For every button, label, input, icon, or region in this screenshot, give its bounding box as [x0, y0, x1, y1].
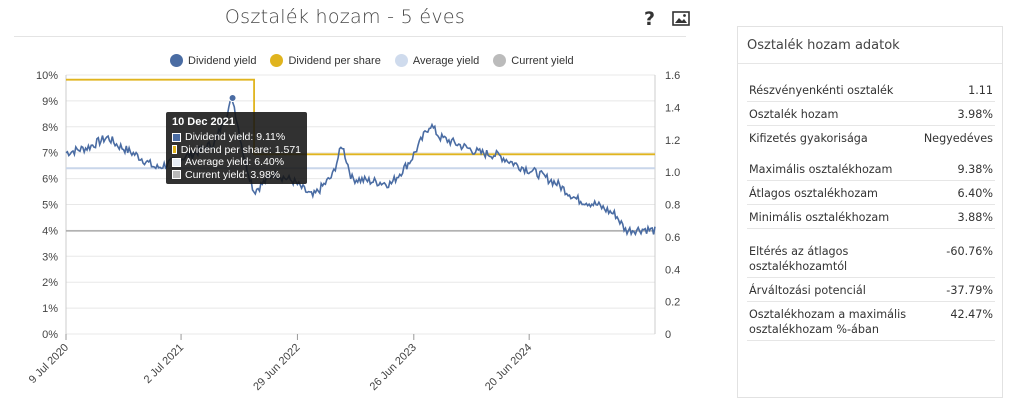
- info-row: Minimális osztalékhozam 3.88%: [747, 205, 995, 229]
- y-left-tick-label: 3%: [42, 251, 58, 263]
- tooltip-text: Dividend yield: 9.11%: [185, 131, 286, 143]
- tooltip-row: Dividend per share: 1.571: [172, 144, 301, 157]
- info-value: 3.98%: [957, 108, 993, 121]
- legend-item-dividend-per-share[interactable]: Dividend per share: [270, 54, 381, 67]
- x-tick-label: 20 Jun 2024: [483, 342, 534, 393]
- y-left-tick-label: 6%: [42, 174, 58, 186]
- tooltip-row: Current yield: 3.98%: [172, 169, 301, 182]
- chart-divider: [14, 36, 686, 37]
- info-group-potential: Eltérés az átlagos osztalékhozamtól -60.7…: [747, 239, 995, 341]
- info-row: Osztalékhozam a maximális osztalékhozam …: [747, 302, 995, 341]
- info-row: Eltérés az átlagos osztalékhozamtól -60.7…: [747, 239, 995, 278]
- tooltip-row: Average yield: 6.40%: [172, 156, 301, 169]
- tooltip-row: Dividend yield: 9.11%: [172, 131, 301, 144]
- y-left-tick-label: 5%: [42, 200, 58, 212]
- legend-label: Dividend per share: [288, 54, 381, 67]
- x-tick-label: 2 Jul 2021: [142, 342, 186, 386]
- tooltip-text: Dividend per share: 1.571: [180, 143, 301, 156]
- legend-dot: [394, 54, 408, 67]
- info-value: 3.88%: [957, 211, 993, 224]
- info-value: 6.40%: [957, 187, 993, 200]
- info-value: 9.38%: [957, 163, 993, 176]
- y-right-tick-label: 0.4: [665, 264, 680, 276]
- info-row: Kifizetés gyakorisága Negyedéves: [747, 126, 995, 149]
- legend-label: Average yield: [412, 54, 480, 67]
- y-right-tick-label: 1.2: [665, 135, 680, 147]
- info-label: Részvényenkénti osztalék: [749, 84, 894, 97]
- y-right-tick-label: 1.4: [665, 102, 680, 114]
- dividend-info-panel: Osztalék hozam adatok Részvényenkénti os…: [737, 26, 1003, 398]
- y-left-tick-label: 8%: [42, 122, 58, 134]
- info-row: Maximális osztalékhozam 9.38%: [747, 157, 995, 181]
- info-label: Osztalék hozam: [749, 108, 839, 121]
- legend-item-current-yield[interactable]: Current yield: [493, 54, 574, 67]
- y-left-tick-label: 0%: [42, 329, 58, 341]
- legend-dot: [493, 54, 507, 67]
- x-tick-label: 9 Jul 2020: [27, 342, 71, 386]
- y-right-tick-label: 0.8: [665, 200, 680, 212]
- info-label: Árváltozási potenciál: [749, 284, 866, 297]
- y-right-tick-label: 1.0: [665, 167, 680, 179]
- y-left-tick-label: 4%: [42, 225, 58, 237]
- info-label: Átlagos osztalékhozam: [749, 187, 878, 200]
- y-left-tick-label: 10%: [36, 70, 58, 82]
- info-label: Minimális osztalékhozam: [749, 211, 890, 224]
- dividend-per-share-line: [66, 78, 655, 156]
- info-label: Maximális osztalékhozam: [749, 163, 893, 176]
- y-right-tick-label: 0.6: [665, 232, 680, 244]
- y-left-tick-label: 2%: [42, 277, 58, 289]
- info-row: Árváltozási potenciál -37.79%: [747, 278, 995, 302]
- chart-tooltip: 10 Dec 2021 Dividend yield: 9.11% Divide…: [166, 112, 307, 184]
- legend-label: Current yield: [511, 54, 574, 67]
- info-label: Eltérés az átlagos osztalékhozamtól: [749, 245, 849, 273]
- dividend-yield-chart: 0% 1% 2% 3% 4% 5% 6% 7% 8% 9% 10% 0 0.2 0.4 0.6 0.8 1.0 1…: [27, 70, 681, 393]
- y-right-tick-label: 0.2: [665, 297, 680, 309]
- tooltip-swatch: [172, 170, 181, 180]
- chart-legend: Dividend yield Dividend per share Averag…: [170, 54, 574, 67]
- info-value: -60.76%: [946, 245, 993, 258]
- info-group-current: Részvényenkénti osztalék 1.11 Osztalék ho…: [747, 78, 995, 149]
- info-value: Negyedéves: [923, 132, 993, 145]
- legend-label: Dividend yield: [188, 54, 257, 67]
- question-mark-icon[interactable]: ?: [644, 8, 656, 30]
- info-label: Osztalékhozam a maximális osztalékhozam …: [749, 308, 907, 336]
- info-row: Osztalék hozam 3.98%: [747, 102, 995, 126]
- info-title: Osztalék hozam adatok: [747, 38, 900, 53]
- info-value: 1.11: [968, 84, 993, 97]
- chart-title: Osztalék hozam - 5 éves: [224, 6, 466, 28]
- info-row: Átlagos osztalékhozam 6.40%: [747, 181, 995, 205]
- x-tick-label: 26 Jun 2023: [368, 342, 419, 393]
- info-value: 42.47%: [950, 308, 993, 321]
- y-left-tick-label: 7%: [42, 148, 58, 160]
- x-tick-label: 29 Jun 2022: [251, 342, 302, 393]
- tooltip-swatch: [172, 157, 181, 167]
- y-right-tick-label: 1.6: [665, 70, 680, 82]
- tooltip-swatch: [172, 145, 177, 155]
- dividend-yield-line: [65, 95, 656, 237]
- image-icon[interactable]: [672, 11, 690, 26]
- legend-dot: [270, 54, 284, 67]
- tooltip-date: 10 Dec 2021: [172, 116, 235, 128]
- info-divider: [738, 63, 1002, 64]
- legend-item-dividend-yield[interactable]: Dividend yield: [170, 54, 256, 67]
- info-value: -37.79%: [946, 284, 993, 297]
- tooltip-swatch: [172, 132, 181, 142]
- legend-dot: [170, 54, 183, 67]
- tooltip-text: Current yield: 3.98%: [185, 168, 281, 181]
- info-row: Részvényenkénti osztalék 1.11: [747, 78, 995, 102]
- y-left-tick-label: 9%: [42, 96, 58, 108]
- info-label: Kifizetés gyakorisága: [749, 132, 868, 145]
- y-left-tick-label: 1%: [42, 303, 58, 315]
- tooltip-text: Average yield: 6.40%: [185, 156, 285, 168]
- y-right-tick-label: 0: [665, 329, 671, 341]
- highlighted-point: [228, 94, 237, 103]
- legend-item-average-yield[interactable]: Average yield: [394, 54, 480, 67]
- info-group-range: Maximális osztalékhozam 9.38% Átlagos osz…: [747, 157, 995, 229]
